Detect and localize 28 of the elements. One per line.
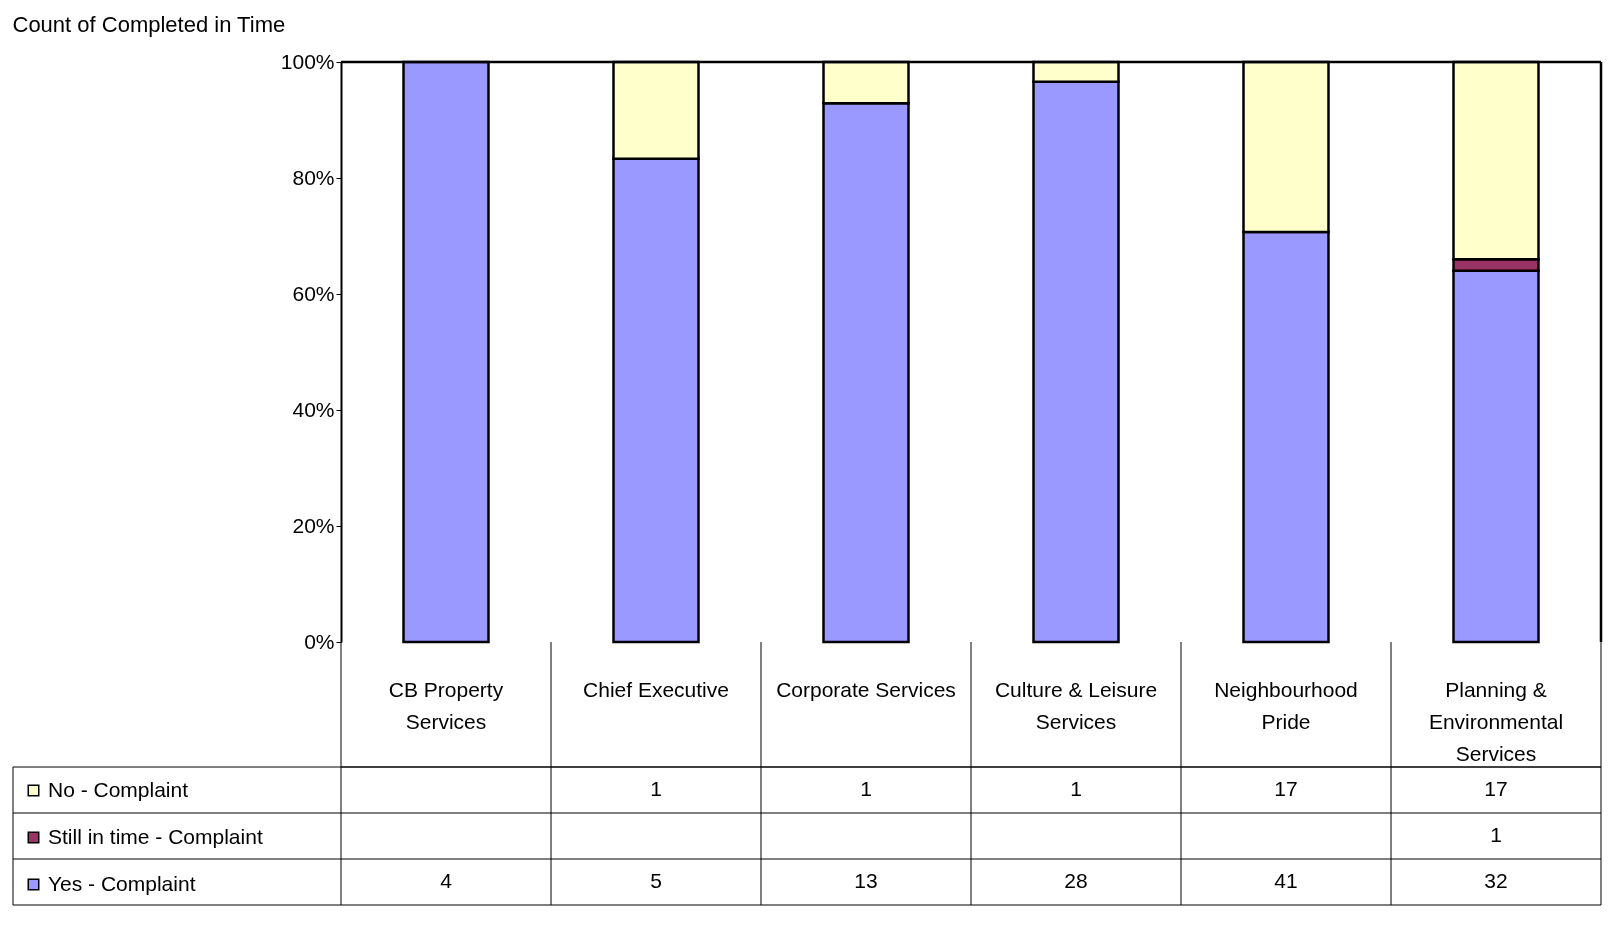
text: 1	[1070, 777, 1082, 800]
text: 1	[650, 777, 662, 800]
text: 17	[1484, 777, 1508, 800]
y-tick-label: 40%	[292, 397, 335, 421]
legend-label: Still in time - Complaint	[48, 824, 263, 848]
text: 17	[1274, 777, 1298, 800]
text: 1	[1490, 823, 1502, 846]
x-tick-label: Culture & Leisure Services	[994, 677, 1158, 733]
text: 32	[1484, 869, 1508, 892]
y-tick-label: 20%	[292, 513, 335, 537]
text: 5	[650, 869, 662, 892]
y-tick-label: 0%	[304, 629, 335, 653]
y-tick-label: 100%	[280, 49, 335, 73]
text: 4	[440, 869, 453, 892]
y-tick-label: 60%	[292, 281, 335, 305]
text: 28	[1064, 869, 1088, 892]
text: Count of Completed in Time	[12, 12, 286, 37]
x-tick-label: Planning & Environmental Services	[1428, 677, 1564, 765]
legend-label: No - Complaint	[48, 777, 189, 801]
text: 41	[1274, 869, 1298, 892]
x-tick-label: Chief Executive	[583, 677, 729, 701]
legend-label: Yes - Complaint	[48, 871, 196, 895]
y-tick-label: 80%	[292, 165, 335, 189]
text: 1	[860, 777, 872, 800]
x-tick-label: Corporate Services	[776, 677, 956, 701]
text: 13	[854, 869, 878, 892]
x-tick-label: Neighbourhood Pride	[1214, 677, 1358, 733]
x-tick-label: CB Property Services	[388, 677, 504, 733]
